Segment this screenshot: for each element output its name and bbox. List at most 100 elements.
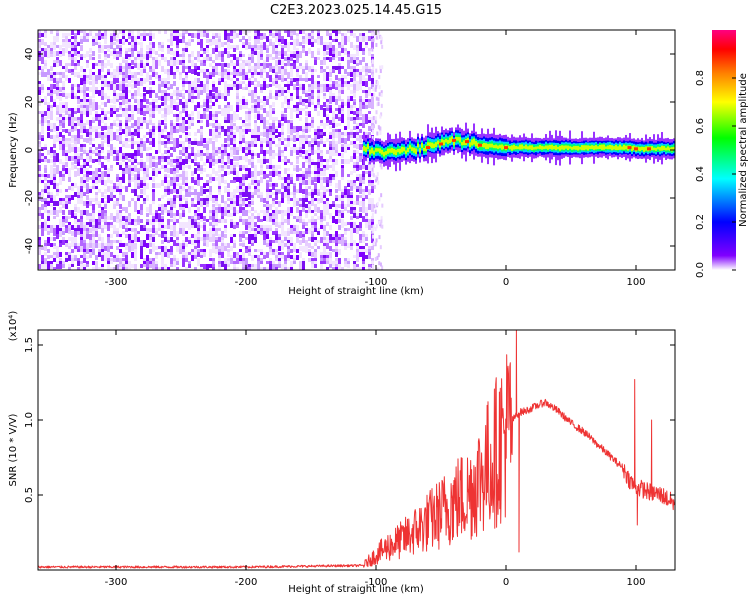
spectrogram-cell — [329, 51, 332, 56]
spectrogram-cell — [134, 99, 137, 103]
spectrogram-cell — [278, 141, 281, 144]
spectrogram-cell — [341, 45, 344, 50]
spectrogram-cell — [68, 147, 71, 153]
spectrogram-cell — [236, 189, 239, 193]
spectrogram-cell — [95, 243, 98, 248]
spectrogram-cell — [149, 219, 152, 225]
spectrogram-cell — [368, 87, 371, 90]
spectrogram-cell — [335, 204, 338, 208]
spectrogram-cell — [41, 99, 44, 102]
spectrogram-cell — [311, 231, 314, 235]
spectrogram-cell — [47, 93, 50, 96]
spectrogram-cell — [83, 36, 86, 42]
spectrogram-cell — [317, 231, 320, 235]
spectrogram-cell — [212, 72, 215, 77]
spectrogram-cell — [227, 126, 230, 132]
spectrogram-cell — [372, 224, 375, 229]
spectrogram-cell — [350, 33, 353, 36]
spectrogram-cell — [314, 57, 317, 60]
spectrogram-cell — [233, 198, 236, 203]
spectrogram-cell — [284, 177, 287, 183]
spectrogram-cell — [191, 123, 194, 126]
spectrogram-cell — [308, 207, 311, 213]
spectrogram-cell — [296, 51, 299, 55]
spectrogram-cell — [68, 129, 71, 133]
spectrogram-cell — [275, 72, 278, 77]
spectrogram-cell — [329, 165, 332, 168]
spectrogram-cell — [296, 147, 299, 151]
spectrogram-cell — [293, 204, 296, 207]
spectrogram-cell — [266, 234, 269, 239]
spectrogram-cell — [164, 264, 167, 270]
spectrogram-cell — [251, 90, 254, 93]
spectrogram-cell — [92, 234, 95, 237]
spectrogram-cell — [365, 171, 368, 174]
spectrogram-cell — [38, 102, 41, 106]
spectrogram-cell — [281, 123, 284, 127]
spectrogram-cell — [119, 66, 122, 70]
spectrogram-cell — [92, 51, 95, 56]
spectrogram-cell — [98, 174, 101, 178]
spectrogram-cell — [356, 201, 359, 205]
spectrogram-cell — [269, 156, 272, 162]
spectrogram-cell — [367, 143, 369, 149]
spectrogram-cell — [128, 99, 131, 103]
spectrogram-cell — [263, 171, 266, 174]
spectrogram-cell — [143, 111, 146, 116]
spectrogram-cell — [167, 168, 170, 173]
spectrogram-cell — [233, 132, 236, 136]
spectrogram-cell — [53, 168, 56, 174]
spectrogram-cell — [356, 57, 359, 60]
spectrogram-cell — [137, 117, 140, 123]
spectrogram-cell — [230, 117, 233, 122]
spectrogram-cell — [194, 66, 197, 70]
spectrogram-cell — [245, 84, 248, 89]
spectrogram-cell — [188, 114, 191, 117]
spectrogram-cell — [74, 231, 77, 237]
spectrogram-cell — [350, 210, 353, 214]
spectrogram-cell — [284, 186, 287, 190]
spectrogram-cell — [122, 33, 125, 36]
spectrogram-cell — [194, 243, 197, 247]
spectrogram-cell — [272, 231, 275, 235]
spectrogram-cell — [62, 219, 65, 224]
spectrogram-cell — [332, 57, 335, 60]
spectrogram-cell — [119, 120, 122, 124]
spectrogram-cell — [134, 150, 137, 156]
spectrogram-cell — [44, 261, 47, 266]
spectrogram-cell — [296, 234, 299, 237]
spectrogram-cell — [200, 90, 203, 95]
spectrogram-cell — [179, 177, 182, 180]
spectrogram-cell — [326, 261, 329, 264]
spectrogram-cell — [194, 156, 197, 161]
spectrogram-cell — [281, 66, 284, 69]
spectrogram-cell — [155, 108, 158, 111]
spectrogram-cell — [359, 213, 362, 218]
spectrogram-cell — [191, 69, 194, 74]
spectrogram-cell — [236, 258, 239, 264]
spectrogram-cell — [116, 210, 119, 214]
spectrogram-cell — [369, 149, 371, 155]
spectrogram-cell — [41, 87, 44, 91]
spectrogram-cell — [41, 33, 44, 37]
spectrogram-cell — [266, 267, 269, 270]
spectrogram-cell — [257, 159, 260, 163]
spectrogram-cell — [179, 213, 182, 219]
spectrogram-cell — [50, 180, 53, 185]
spectrogram-cell — [224, 207, 227, 210]
spectrogram-cell — [365, 90, 368, 95]
spectrogram-cell — [152, 156, 155, 161]
spectrogram-cell — [281, 129, 284, 134]
spectrogram-cell — [302, 78, 305, 81]
spectrogram-cell — [119, 69, 122, 74]
spectrogram-cell — [122, 156, 125, 159]
spectrogram-cell — [68, 120, 71, 126]
spectrogram-cell — [272, 261, 275, 264]
spectrogram-cell — [140, 150, 143, 154]
spectrogram-cell — [338, 42, 341, 46]
spectrogram-cell — [323, 60, 326, 65]
spectrogram-cell — [182, 213, 185, 217]
spectrogram-cell — [242, 96, 245, 99]
spectrogram-cell — [251, 93, 254, 96]
spectrogram-cell — [320, 141, 323, 144]
